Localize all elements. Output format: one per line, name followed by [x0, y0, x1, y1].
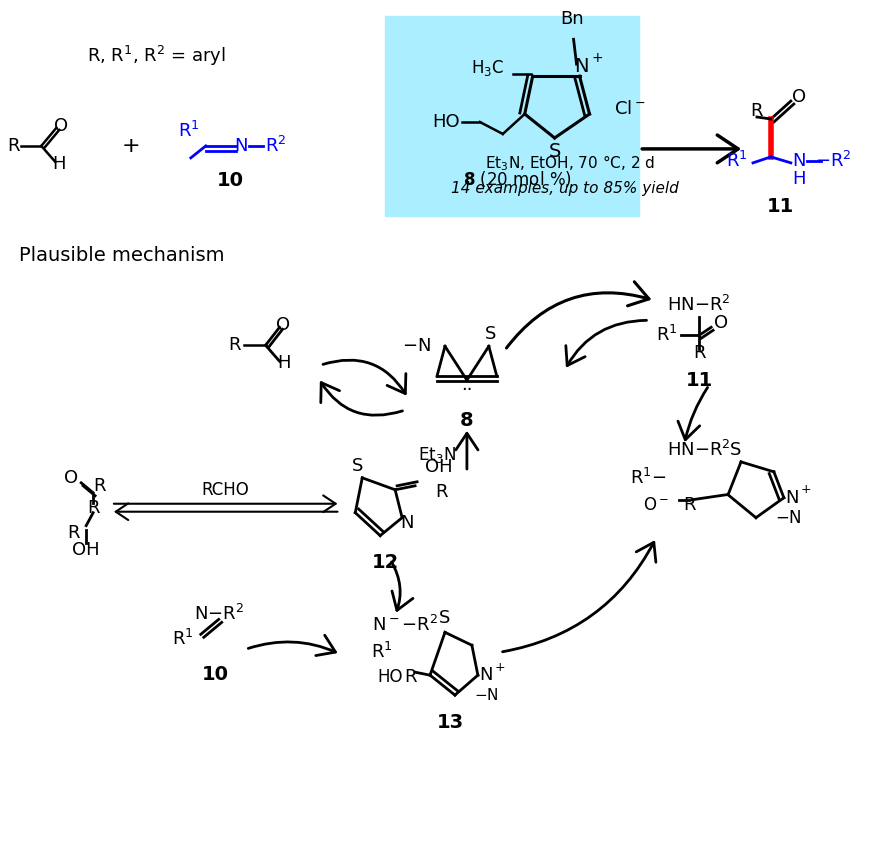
Text: OH: OH [72, 541, 100, 558]
Text: R: R [67, 524, 79, 541]
Text: 13: 13 [435, 712, 463, 732]
Text: N: N [234, 137, 247, 155]
Text: R, R$^1$, R$^2$ = aryl: R, R$^1$, R$^2$ = aryl [86, 44, 225, 69]
Text: H: H [53, 155, 66, 173]
Text: S: S [485, 326, 496, 343]
Text: 11: 11 [766, 197, 794, 217]
Text: O: O [64, 469, 78, 486]
Text: R: R [435, 483, 448, 501]
Text: 10: 10 [202, 665, 229, 684]
Text: H: H [277, 354, 290, 372]
Text: R$^1$: R$^1$ [172, 629, 193, 650]
Text: R: R [87, 499, 99, 517]
Text: H: H [791, 170, 804, 188]
Text: R$^1$: R$^1$ [656, 325, 677, 345]
Text: $-$N: $-$N [473, 687, 498, 703]
Text: S: S [351, 457, 363, 475]
Text: +: + [591, 52, 602, 65]
Text: RCHO: RCHO [202, 481, 249, 499]
Text: O: O [54, 117, 68, 135]
Text: ··: ·· [461, 381, 472, 399]
Text: R: R [403, 668, 416, 686]
Text: N: N [479, 666, 492, 684]
Text: S: S [439, 609, 450, 628]
Text: R: R [750, 102, 762, 120]
Text: Et$_3$N, EtOH, 70 °C, 2 d: Et$_3$N, EtOH, 70 °C, 2 d [484, 153, 654, 173]
Text: R: R [692, 344, 704, 362]
Text: Cl$^-$: Cl$^-$ [613, 100, 644, 118]
Text: R: R [7, 137, 19, 155]
Text: Bn: Bn [559, 10, 583, 28]
Text: HO: HO [377, 668, 402, 686]
Text: HO: HO [432, 113, 459, 131]
Text: N: N [791, 152, 804, 170]
Text: R: R [93, 477, 105, 495]
Text: 12: 12 [371, 553, 399, 572]
Text: N: N [784, 489, 798, 507]
Text: O: O [791, 88, 805, 106]
Text: +: + [800, 483, 810, 497]
Text: 11: 11 [685, 371, 712, 390]
Text: HN$-$R$^2$: HN$-$R$^2$ [666, 440, 730, 460]
Text: N: N [573, 57, 588, 75]
Text: R$^1$: R$^1$ [371, 642, 392, 662]
Text: +: + [121, 136, 140, 156]
Text: HN$-$R$^2$: HN$-$R$^2$ [666, 295, 730, 316]
Text: O$^-$: O$^-$ [643, 496, 668, 514]
Text: 10: 10 [217, 171, 244, 190]
Text: N: N [399, 514, 414, 531]
FancyBboxPatch shape [385, 16, 638, 216]
Text: $-$R$^2$: $-$R$^2$ [815, 151, 851, 171]
Text: R$^1$: R$^1$ [725, 151, 747, 171]
Text: R$^1$: R$^1$ [178, 121, 199, 141]
Text: $-$N: $-$N [402, 338, 430, 355]
Text: R$^2$: R$^2$ [264, 136, 286, 156]
Text: +: + [494, 661, 505, 673]
Text: R: R [682, 496, 694, 514]
Text: 14 examples, up to 85% yield: 14 examples, up to 85% yield [450, 181, 678, 196]
Text: OH: OH [425, 458, 452, 475]
Text: R$^1$$-$: R$^1$$-$ [630, 468, 666, 488]
Text: $-$N: $-$N [774, 508, 802, 527]
Text: $\bf{8}$ (20 mol %): $\bf{8}$ (20 mol %) [463, 169, 572, 189]
Text: O: O [713, 315, 727, 332]
Text: 8: 8 [459, 410, 473, 430]
Text: O: O [277, 316, 291, 334]
Text: Plausible mechanism: Plausible mechanism [19, 246, 225, 265]
Text: Et$_3$N: Et$_3$N [418, 445, 456, 465]
Text: N$^-$$-$R$^2$: N$^-$$-$R$^2$ [371, 615, 437, 635]
Text: H$_3$C: H$_3$C [471, 58, 504, 78]
Text: N$-$R$^2$: N$-$R$^2$ [193, 604, 243, 624]
Text: S: S [548, 142, 560, 162]
Text: R: R [228, 336, 241, 354]
Text: S: S [730, 441, 741, 459]
